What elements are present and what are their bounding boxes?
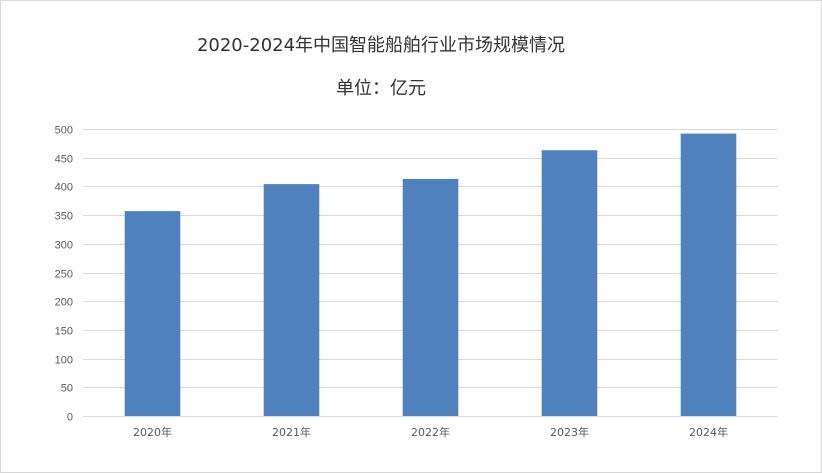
y-tick-label: 500: [55, 125, 73, 137]
chart-title: 2020-2024年中国智能船舶行业市场规模情况: [196, 35, 566, 56]
x-tick-label: 2024年: [689, 425, 728, 439]
x-tick-label: 2021年: [272, 425, 311, 439]
y-tick-label: 400: [55, 182, 73, 194]
y-tick-label: 0: [67, 412, 73, 424]
y-tick-label: 50: [61, 383, 73, 395]
x-tick-label: 2020年: [133, 425, 172, 439]
chart-subtitle: 单位：亿元: [336, 78, 426, 99]
y-tick-label: 150: [55, 326, 73, 338]
bar: [124, 211, 181, 416]
x-tick-label: 2023年: [550, 425, 589, 439]
y-tick-label: 300: [55, 240, 73, 252]
bar: [402, 178, 459, 416]
bar: [680, 133, 737, 417]
x-tick-label: 2022年: [411, 425, 450, 439]
bar: [541, 150, 598, 416]
y-tick-label: 250: [55, 269, 73, 281]
y-tick-label: 350: [55, 211, 73, 223]
y-tick-label: 200: [55, 297, 73, 309]
bar: [263, 184, 320, 416]
y-tick-label: 100: [55, 355, 73, 367]
y-tick-label: 450: [55, 154, 73, 166]
